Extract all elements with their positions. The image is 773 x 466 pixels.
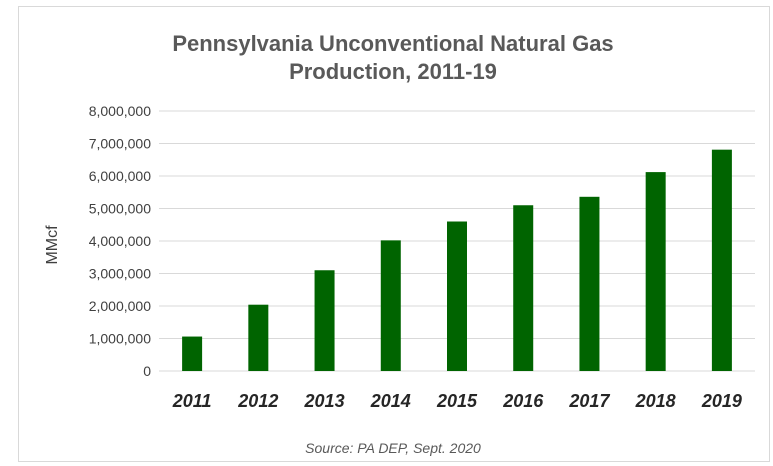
x-tick-label: 2016 xyxy=(502,391,544,411)
chart-container: Pennsylvania Unconventional Natural Gas … xyxy=(18,6,770,462)
x-tick-label: 2011 xyxy=(172,391,212,411)
x-axis-ticks: 2011 2012 2013 2014 2015 2016 2017 2018 2019 xyxy=(172,391,742,411)
bar-2015 xyxy=(447,221,467,371)
y-tick-label: 7,000,000 xyxy=(89,136,151,152)
bar-2012 xyxy=(248,304,269,371)
bar-2014 xyxy=(380,240,401,371)
y-tick-label: 5,000,000 xyxy=(89,201,151,217)
bar-chart: Pennsylvania Unconventional Natural Gas … xyxy=(44,31,755,456)
x-tick-label: 2017 xyxy=(568,391,610,411)
bar-2013 xyxy=(314,270,335,371)
y-tick-label: 1,000,000 xyxy=(89,331,151,347)
bar-2017 xyxy=(579,196,600,371)
x-tick-label: 2019 xyxy=(701,391,742,411)
y-tick-label: 3,000,000 xyxy=(89,266,151,282)
bar-2019 xyxy=(711,149,732,371)
y-tick-label: 4,000,000 xyxy=(89,233,151,249)
y-axis-ticks: 0 1,000,000 2,000,000 3,000,000 4,000,000 5,0… xyxy=(89,103,152,379)
x-tick-label: 2012 xyxy=(237,391,278,411)
y-tick-label: 2,000,000 xyxy=(89,298,151,314)
y-tick-label: 0 xyxy=(143,363,151,379)
y-tick-label: 6,000,000 xyxy=(89,168,151,184)
bar-2018 xyxy=(645,172,666,371)
x-tick-label: 2013 xyxy=(304,391,345,411)
y-tick-label: 8,000,000 xyxy=(89,103,151,119)
chart-title-line-1: Pennsylvania Unconventional Natural Gas xyxy=(172,31,613,56)
y-axis-label: MMcf xyxy=(44,225,61,265)
x-tick-label: 2014 xyxy=(370,391,411,411)
chart-title-line-2: Production, 2011-19 xyxy=(289,59,497,84)
x-tick-label: 2018 xyxy=(635,391,676,411)
bar-2016 xyxy=(513,205,534,371)
bar-2011 xyxy=(182,336,203,371)
bars xyxy=(182,149,732,371)
x-tick-label: 2015 xyxy=(436,391,478,411)
source-note: Source: PA DEP, Sept. 2020 xyxy=(305,440,481,456)
